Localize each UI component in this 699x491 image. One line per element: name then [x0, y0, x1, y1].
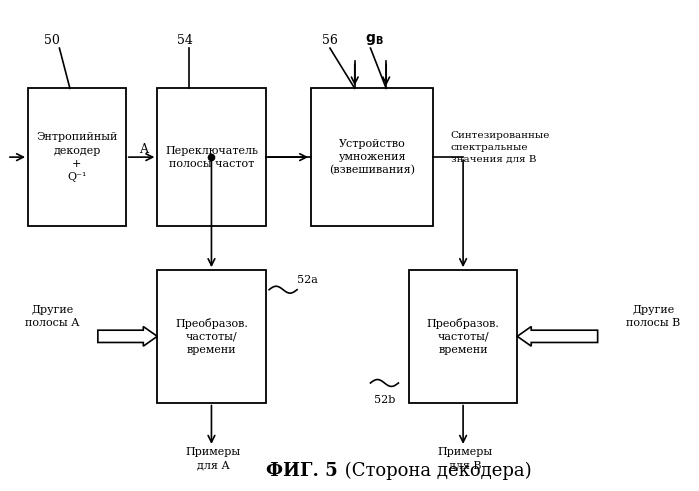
Text: ФИГ. 5: ФИГ. 5: [266, 462, 338, 480]
Text: Устройство
умножения
(взвешивания): Устройство умножения (взвешивания): [329, 138, 415, 176]
Text: Преобразов.
частоты/
времени: Преобразов. частоты/ времени: [175, 318, 248, 355]
Bar: [28, 88, 126, 226]
Bar: [157, 88, 266, 226]
Text: 52b: 52b: [374, 395, 396, 405]
FancyArrow shape: [517, 327, 598, 346]
Bar: [311, 88, 433, 226]
Text: 54: 54: [178, 34, 193, 47]
Bar: [409, 270, 517, 403]
Text: (Сторона декодера): (Сторона декодера): [339, 462, 532, 480]
Text: Другие
полосы А: Другие полосы А: [25, 305, 80, 328]
Text: 50: 50: [45, 34, 60, 47]
Bar: [157, 270, 266, 403]
Text: Синтезированные
спектральные
значения для В: Синтезированные спектральные значения дл…: [451, 131, 550, 164]
Text: 56: 56: [322, 34, 338, 47]
Text: A: A: [139, 143, 147, 156]
Text: Примеры
для А: Примеры для А: [186, 447, 240, 471]
Text: Примеры
для В: Примеры для В: [438, 447, 492, 471]
FancyArrow shape: [98, 327, 157, 346]
Text: Энтропийный
декодер
+
Q⁻¹: Энтропийный декодер + Q⁻¹: [36, 132, 117, 182]
Text: Другие
полосы В: Другие полосы В: [626, 305, 681, 328]
Text: Переключатель
полосы частот: Переключатель полосы частот: [165, 145, 258, 169]
Text: $\mathbf{g_B}$: $\mathbf{g_B}$: [365, 31, 383, 47]
Text: 52a: 52a: [297, 275, 318, 285]
Text: Преобразов.
частоты/
времени: Преобразов. частоты/ времени: [426, 318, 500, 355]
